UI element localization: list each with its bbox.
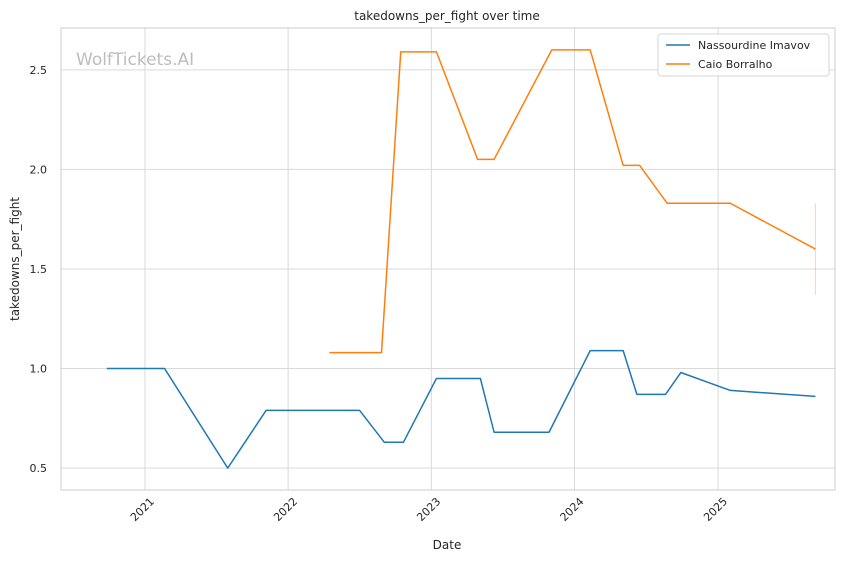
- legend-box: [657, 33, 830, 77]
- y-tick-label-0-5: 0.5: [30, 462, 48, 475]
- y-tick-label-2-5: 2.5: [30, 64, 48, 77]
- chart-title: takedowns_per_fight over time: [354, 9, 540, 23]
- legend-label-caio-borralho: Caio Borralho: [698, 58, 773, 71]
- legend-label-nassourdine-imavov: Nassourdine Imavov: [698, 39, 811, 52]
- y-axis-label: takedowns_per_fight: [8, 197, 22, 321]
- grid-lines: [61, 28, 835, 490]
- x-axis-label: Date: [433, 538, 462, 552]
- series-line-caio-borralho: [329, 49, 816, 354]
- legend: Nassourdine Imavov Caio Borralho: [657, 33, 830, 77]
- y-tick-label-1-0: 1.0: [30, 363, 48, 376]
- series-line-nassourdine-imavov: [106, 349, 816, 469]
- y-tick-label-1-5: 1.5: [30, 263, 48, 276]
- plot-area-frame: [60, 27, 836, 491]
- watermark: WolfTickets.AI: [76, 50, 194, 70]
- series-lines: [106, 49, 816, 469]
- y-tick-label-2-0: 2.0: [30, 163, 48, 176]
